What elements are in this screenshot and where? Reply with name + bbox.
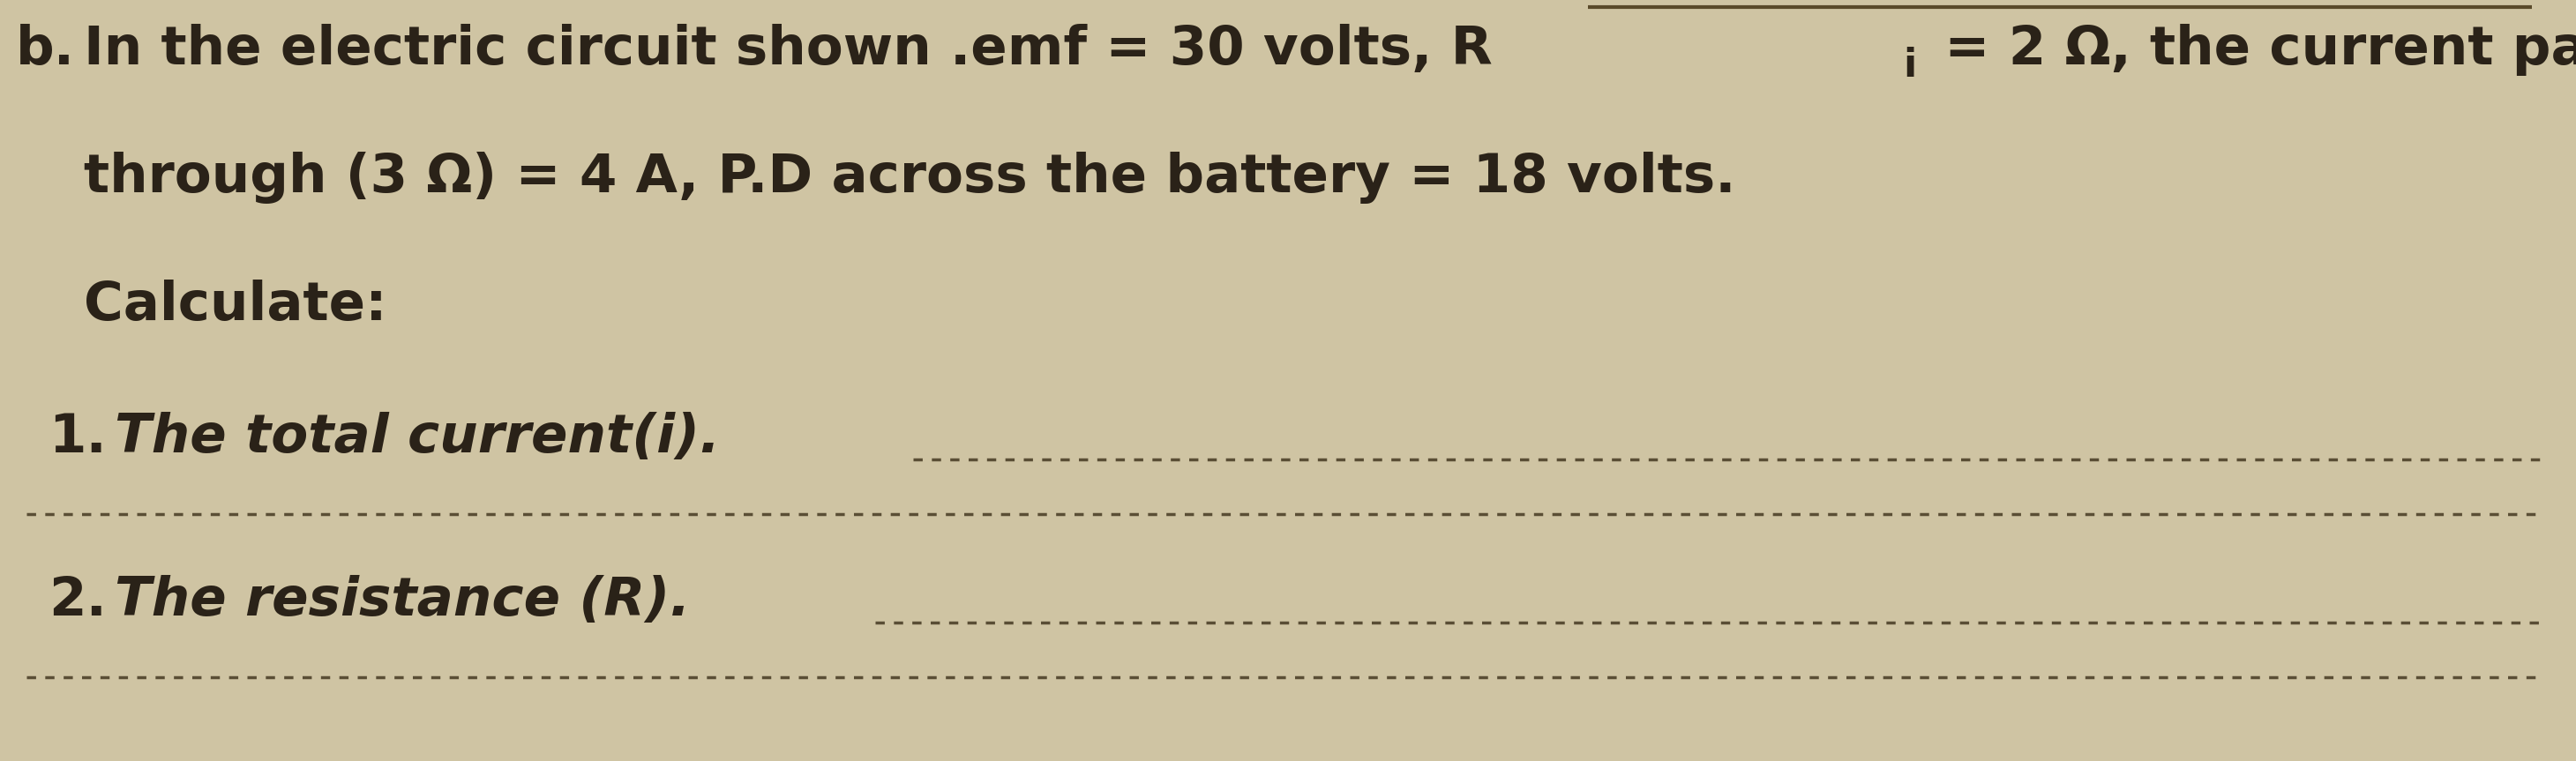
Text: 1.: 1. [49,412,106,464]
Text: The resistance (R).: The resistance (R). [116,575,690,627]
Text: = 2 Ω, the current passing: = 2 Ω, the current passing [1927,24,2576,76]
Text: through (3 Ω) = 4 A, P.D across the battery = 18 volts.: through (3 Ω) = 4 A, P.D across the batt… [85,151,1736,204]
Text: b.: b. [15,24,75,76]
Text: The total current(i).: The total current(i). [116,412,721,464]
Text: In the electric circuit shown .emf = 30 volts, R: In the electric circuit shown .emf = 30 … [85,24,1492,76]
Text: Calculate:: Calculate: [85,279,386,332]
Text: 2.: 2. [49,575,106,627]
Text: i: i [1904,46,1917,84]
